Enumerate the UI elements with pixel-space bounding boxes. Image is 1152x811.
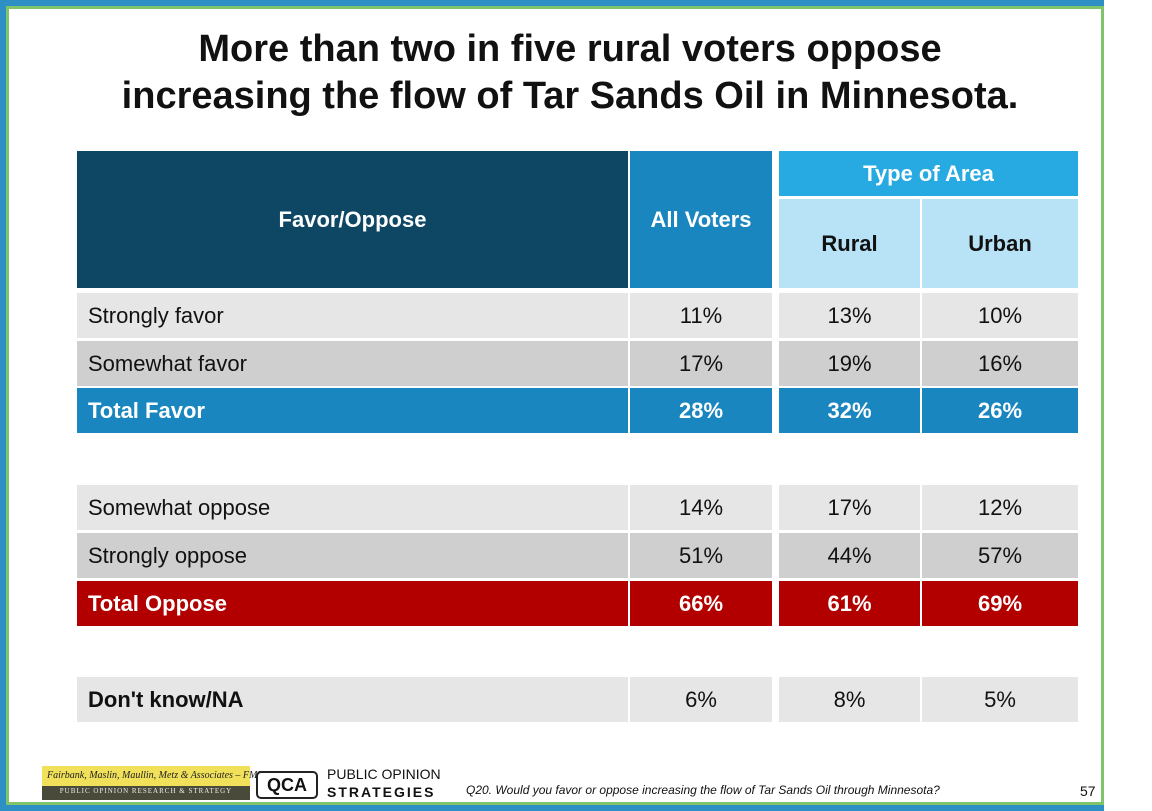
- cell-all-voters: 66%: [630, 581, 772, 626]
- header-all-voters: All Voters: [630, 151, 772, 288]
- cell-rural: 17%: [779, 485, 920, 530]
- slide-title: More than two in five rural voters oppos…: [20, 26, 1120, 120]
- fm3-logo-tagline: PUBLIC OPINION RESEARCH & STRATEGY: [59, 787, 233, 795]
- row-label-total-oppose: Total Oppose: [77, 581, 628, 626]
- question-footnote: Q20. Would you favor or oppose increasin…: [466, 783, 940, 797]
- cell-urban: 69%: [922, 581, 1078, 626]
- cell-rural: 19%: [779, 341, 920, 386]
- cell-urban: 26%: [922, 388, 1078, 433]
- cell-rural: 8%: [779, 677, 920, 722]
- cell-urban: 10%: [922, 293, 1078, 338]
- row-label-dont-know: Don't know/NA: [77, 677, 628, 722]
- cell-all-voters: 11%: [630, 293, 772, 338]
- cell-rural: 44%: [779, 533, 920, 578]
- cell-rural: 32%: [779, 388, 920, 433]
- fm3-logo-bar: [42, 786, 250, 800]
- header-type-of-area: Type of Area: [779, 151, 1078, 196]
- cell-urban: 16%: [922, 341, 1078, 386]
- pos-logo-line-2: STRATEGIES: [327, 784, 436, 800]
- fm3-logo-name: Fairbank, Maslin, Maullin, Metz & Associ…: [47, 770, 263, 781]
- cell-urban: 12%: [922, 485, 1078, 530]
- cell-all-voters: 6%: [630, 677, 772, 722]
- cell-all-voters: 51%: [630, 533, 772, 578]
- row-label: Somewhat favor: [77, 341, 628, 386]
- cell-all-voters: 14%: [630, 485, 772, 530]
- header-rural: Rural: [779, 199, 920, 288]
- cell-rural: 13%: [779, 293, 920, 338]
- pos-logo-line-1: PUBLIC OPINION: [327, 766, 441, 782]
- qca-logo: QCA: [256, 771, 318, 799]
- fm3-logo: Fairbank, Maslin, Maullin, Metz & Associ…: [42, 766, 262, 800]
- slide-inner-frame: [6, 6, 1104, 805]
- cell-urban: 5%: [922, 677, 1078, 722]
- header-urban: Urban: [922, 199, 1078, 288]
- cell-rural: 61%: [779, 581, 920, 626]
- row-label: Strongly oppose: [77, 533, 628, 578]
- title-line-1: More than two in five rural voters oppos…: [198, 28, 942, 70]
- row-label-total-favor: Total Favor: [77, 388, 628, 433]
- cell-all-voters: 28%: [630, 388, 772, 433]
- title-line-2: increasing the flow of Tar Sands Oil in …: [121, 75, 1019, 117]
- slide-edge: [1104, 0, 1152, 811]
- row-label: Strongly favor: [77, 293, 628, 338]
- cell-all-voters: 17%: [630, 341, 772, 386]
- row-label: Somewhat oppose: [77, 485, 628, 530]
- cell-urban: 57%: [922, 533, 1078, 578]
- page-number: 57: [1080, 783, 1096, 799]
- header-favor-oppose: Favor/Oppose: [77, 151, 628, 288]
